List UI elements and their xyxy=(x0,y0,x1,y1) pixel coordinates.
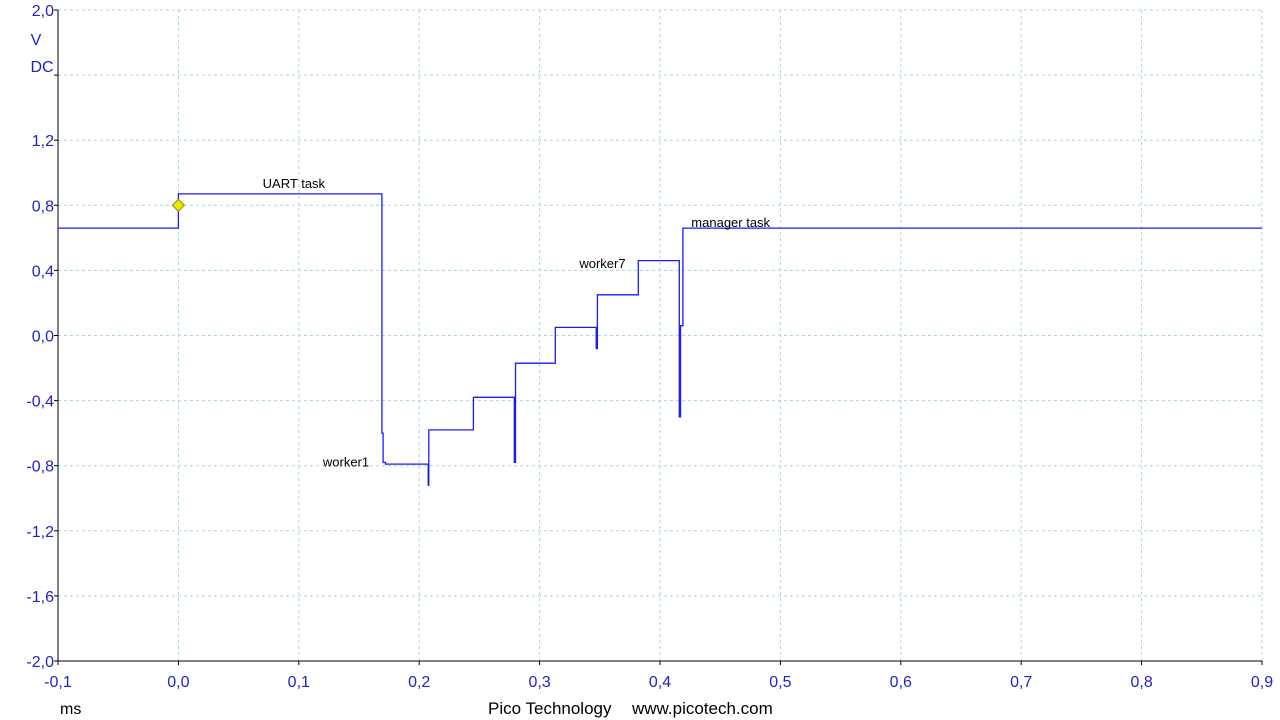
footer-brand: Pico Technology xyxy=(488,699,612,718)
axes xyxy=(54,9,1263,665)
y-unit-label: V xyxy=(31,32,42,49)
annotations: UART task worker1 worker7 manager task xyxy=(263,176,771,469)
y-mode-label: DC xyxy=(30,59,53,76)
x-tick-label: 0,0 xyxy=(167,674,189,691)
x-tick-labels: -0,1 0,0 0,1 0,2 0,3 0,4 0,5 0,6 0,7 0,8 0,9 xyxy=(44,674,1273,691)
trigger-marker-layer xyxy=(171,198,186,213)
x-tick-label: -0,1 xyxy=(44,674,72,691)
footer-url: www.picotech.com xyxy=(631,699,773,718)
y-tick-label: 0,4 xyxy=(32,263,54,280)
y-tick-label: 0,0 xyxy=(32,329,54,346)
annotation-label: worker7 xyxy=(578,256,625,271)
trigger-marker-icon xyxy=(171,198,186,213)
x-tick-label: 0,6 xyxy=(890,674,912,691)
annotation-label: worker1 xyxy=(322,454,369,469)
x-tick-label: 0,9 xyxy=(1251,674,1273,691)
y-tick-label: -0,8 xyxy=(26,459,54,476)
grid xyxy=(58,9,1263,661)
y-tick-label: -1,6 xyxy=(26,589,54,606)
x-tick-label: 0,4 xyxy=(649,674,671,691)
x-tick-label: 0,2 xyxy=(408,674,430,691)
x-unit-label: ms xyxy=(60,701,81,718)
y-tick-label: -0,4 xyxy=(26,394,54,411)
y-tick-label: -2,0 xyxy=(26,654,54,671)
x-tick-label: 0,5 xyxy=(769,674,791,691)
x-tick-label: 0,8 xyxy=(1130,674,1152,691)
y-tick-label: 2,0 xyxy=(32,3,54,20)
series-layer xyxy=(58,193,1262,486)
x-tick-label: 0,3 xyxy=(528,674,550,691)
x-tick-label: 0,7 xyxy=(1010,674,1032,691)
annotation-label: manager task xyxy=(691,215,770,230)
y-tick-labels: 2,0 1,2 0,8 0,4 0,0 -0,4 -0,8 -1,2 -1,6 -2,0 xyxy=(26,3,54,671)
annotation-label: UART task xyxy=(263,176,326,191)
y-tick-label: 0,8 xyxy=(32,198,54,215)
y-tick-label: 1,2 xyxy=(32,133,54,150)
series-trace xyxy=(58,193,1262,486)
x-tick-label: 0,1 xyxy=(288,674,310,691)
y-tick-label: -1,2 xyxy=(26,524,54,541)
